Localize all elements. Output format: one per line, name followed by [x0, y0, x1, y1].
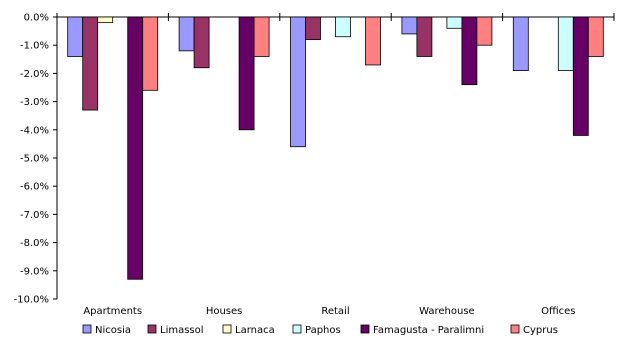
x-category-label: Offices	[541, 306, 575, 317]
bar-cyprus-houses	[253, 16, 270, 57]
legend-label: Limassol	[160, 325, 204, 336]
y-tick-label: -1.0%	[20, 41, 49, 52]
legend-item: Famagusta - Paralimni	[360, 324, 484, 336]
legend-label: Paphos	[305, 325, 341, 336]
legend: Nicosia Limassol Larnaca Paphos Famagusta - …	[82, 324, 558, 336]
bar-limassol-warehouse	[416, 16, 433, 57]
legend-swatch	[510, 324, 520, 334]
bar-larnaca-apartments	[97, 16, 114, 24]
y-tick-label: -2.0%	[20, 69, 49, 80]
legend-item: Cyprus	[510, 324, 558, 336]
y-tick-label: -7.0%	[20, 210, 49, 221]
y-tick-label: -5.0%	[20, 154, 49, 165]
x-category-label: Retail	[321, 306, 349, 317]
legend-item: Larnaca	[222, 324, 275, 336]
legend-swatch	[292, 324, 302, 334]
y-tick-label: -9.0%	[20, 266, 49, 277]
legend-item: Nicosia	[82, 324, 131, 336]
legend-item: Limassol	[147, 324, 204, 336]
bar-cyprus-warehouse	[476, 16, 493, 46]
y-tick-label: -4.0%	[20, 125, 49, 136]
bar-famagusta-paralimni-warehouse	[461, 16, 478, 86]
legend-item: Paphos	[292, 324, 341, 336]
legend-swatch	[147, 324, 157, 334]
x-category-label: Warehouse	[419, 306, 475, 317]
plot-area: 0.0% -1.0% -2.0% -3.0% -4.0% -5.0% -6.0% -7.0% -…	[14, 13, 615, 317]
x-category-label: Houses	[206, 306, 243, 317]
y-tick-label: -10.0%	[14, 295, 49, 306]
y-tick-label: -3.0%	[20, 97, 49, 108]
bar-limassol-retail	[305, 16, 321, 40]
bar-nicosia-retail	[290, 16, 306, 148]
bar-paphos-warehouse	[446, 16, 463, 29]
legend-label: Nicosia	[95, 325, 131, 336]
bar-limassol-houses	[193, 16, 210, 69]
bar-cyprus-apartments	[142, 16, 159, 91]
legend-swatch	[222, 324, 232, 334]
bar-cyprus-offices	[587, 16, 604, 57]
bar-limassol-apartments	[82, 16, 99, 111]
bar-famagusta-paralimni-offices	[572, 16, 589, 136]
legend-label: Cyprus	[523, 325, 558, 336]
y-tick-label: -8.0%	[20, 238, 49, 249]
bar-nicosia-apartments	[67, 16, 84, 57]
bar-famagusta-paralimni-houses	[238, 16, 255, 131]
y-tick-label: 0.0%	[24, 13, 49, 24]
y-tick-label: -6.0%	[20, 182, 49, 193]
legend-label: Larnaca	[235, 325, 275, 336]
legend-swatch	[82, 324, 92, 334]
bar-nicosia-offices	[512, 16, 529, 71]
x-category-label: Apartments	[83, 306, 142, 317]
bar-nicosia-warehouse	[401, 16, 418, 35]
bar-cyprus-retail	[365, 16, 381, 66]
bar-famagusta-paralimni-apartments	[127, 16, 144, 280]
bar-paphos-offices	[557, 16, 574, 71]
legend-label: Famagusta - Paralimni	[373, 325, 484, 336]
legend-swatch	[360, 324, 370, 334]
bar-paphos-retail	[335, 16, 351, 38]
bar-nicosia-houses	[178, 16, 195, 52]
